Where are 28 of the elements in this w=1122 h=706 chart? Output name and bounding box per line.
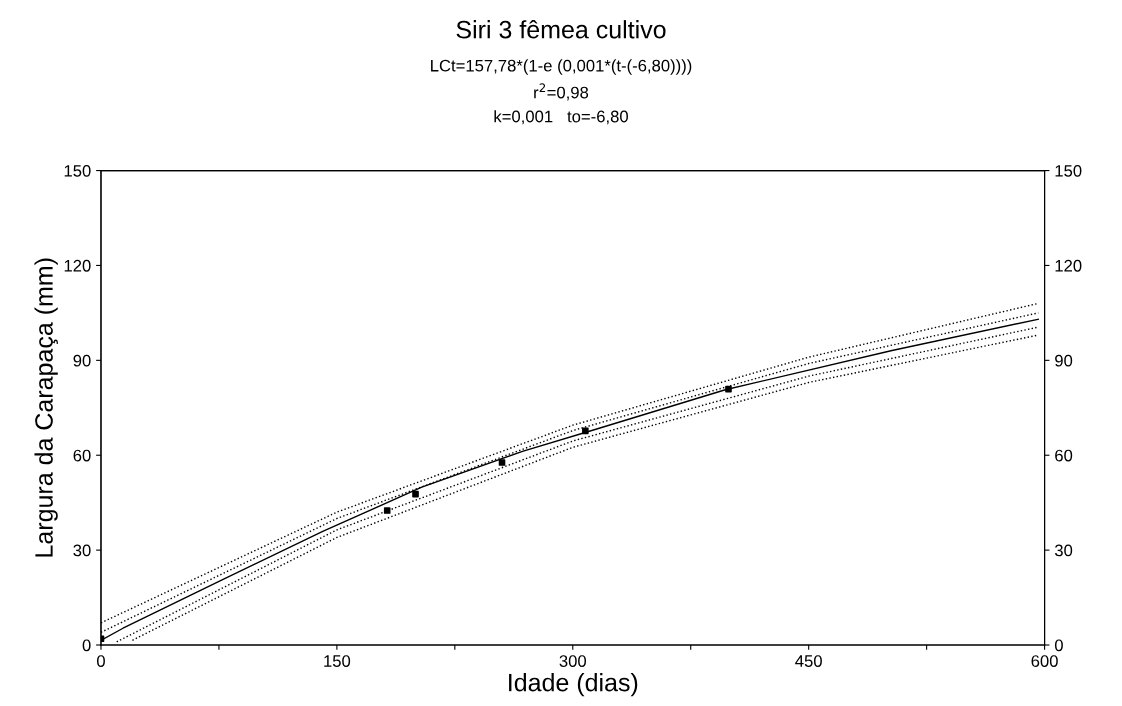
x-axis-title: Idade (dias): [509, 673, 638, 697]
point: [725, 385, 732, 393]
y2-tick-label: 150: [1055, 164, 1082, 177]
y-tick-label: 120: [64, 259, 91, 272]
point: [383, 507, 391, 514]
x-tick-label: 450: [795, 655, 822, 667]
text: LCt=157,78*(1-e (0,001*(t-(-6,80)))): [431, 59, 692, 75]
chart-title: Siri 3 fêmea cultivo: [456, 20, 666, 39]
text: k=0,001 to=-6,80: [494, 110, 628, 125]
y2-tick-label: 30: [1054, 544, 1073, 557]
y-tick-label: 150: [64, 164, 91, 177]
y2-tick-label: 60: [1055, 449, 1073, 462]
y-tick-label: 90: [73, 354, 91, 367]
point: [412, 490, 419, 498]
x-tick-label: 300: [559, 655, 587, 667]
y2-tick-label: 0: [1054, 639, 1063, 652]
x-tick-label: 0: [97, 655, 105, 667]
y2-tick-label: 120: [1055, 259, 1082, 272]
y-tick-label: 0: [82, 639, 91, 652]
y-axis-title: Largura da Carapaça (mm): [34, 258, 58, 557]
x-tick-label: 600: [1031, 655, 1058, 667]
text: r$^{2}$=0,98: [534, 83, 589, 101]
point: [582, 427, 589, 435]
y2-tick-label: 90: [1055, 354, 1073, 367]
point: [498, 459, 506, 466]
y-tick-label: 60: [73, 449, 91, 462]
x-tick-label: 150: [324, 655, 351, 667]
y-tick-label: 30: [73, 544, 91, 557]
